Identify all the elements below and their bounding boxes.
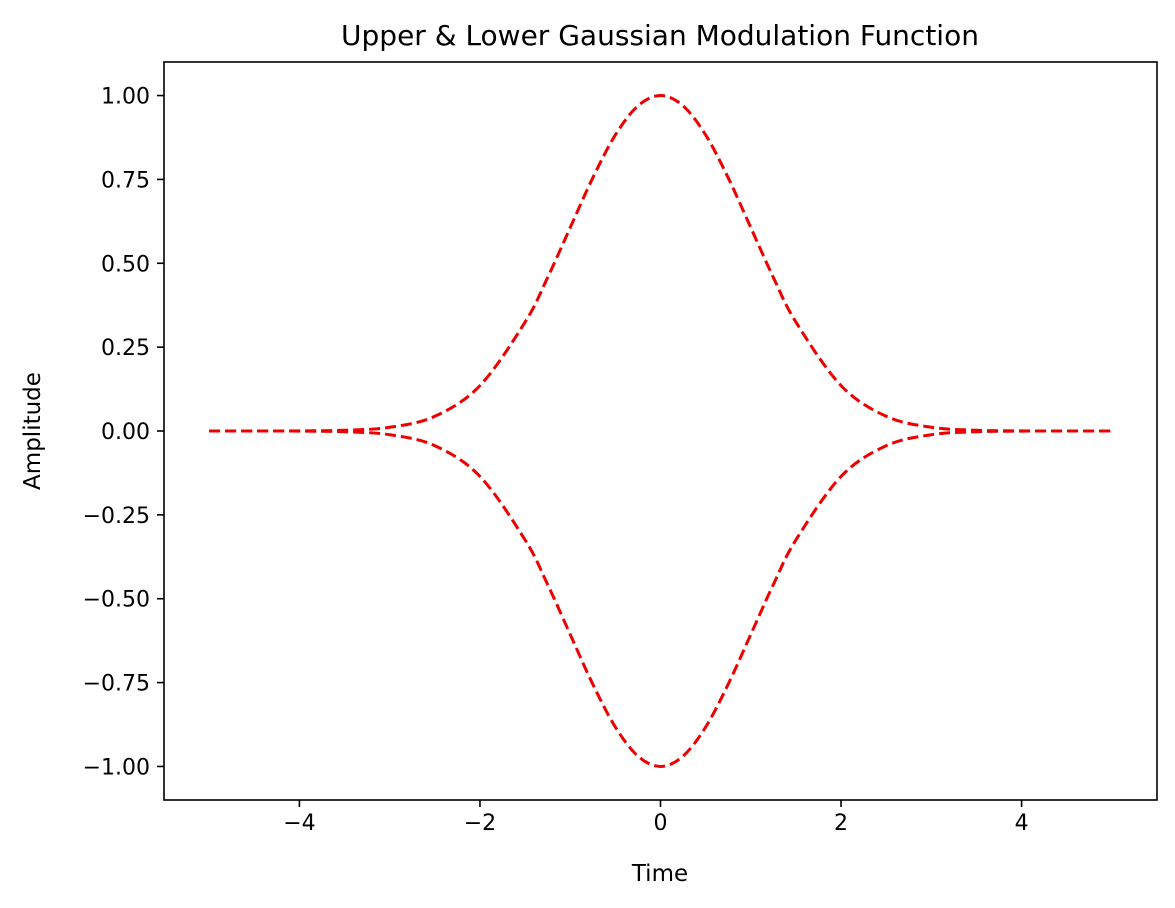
x-axis-label: Time — [631, 861, 688, 887]
x-tick-label: 0 — [654, 811, 668, 836]
plot-area — [209, 94, 1112, 768]
lower-envelope-line — [209, 429, 1112, 768]
x-tick-label: 2 — [834, 811, 848, 836]
y-tick-label: 0.50 — [101, 252, 150, 277]
x-tick-label: −2 — [464, 811, 496, 836]
y-tick-label: −0.50 — [83, 588, 150, 613]
x-tick-label: −4 — [283, 811, 315, 836]
upper-envelope-line — [209, 94, 1112, 433]
y-axis-label: Amplitude — [20, 372, 46, 490]
plot-frame — [163, 61, 1158, 801]
y-tick-label: −0.25 — [83, 504, 150, 529]
y-tick-label: 1.00 — [101, 85, 150, 110]
y-axis: 1.00 0.75 0.50 0.25 0.00 −0.25 −0.50 −0.75 −1.00 — [83, 85, 164, 780]
x-axis: −4 −2 0 2 4 — [283, 800, 1029, 836]
y-tick-label: −1.00 — [83, 755, 150, 780]
y-tick-label: 0.25 — [101, 336, 150, 361]
chart-title: Upper & Lower Gaussian Modulation Functi… — [341, 19, 979, 52]
y-tick-label: 0.00 — [101, 420, 150, 445]
y-tick-label: −0.75 — [83, 672, 150, 697]
y-tick-label: 0.75 — [101, 168, 150, 193]
x-tick-label: 4 — [1015, 811, 1029, 836]
